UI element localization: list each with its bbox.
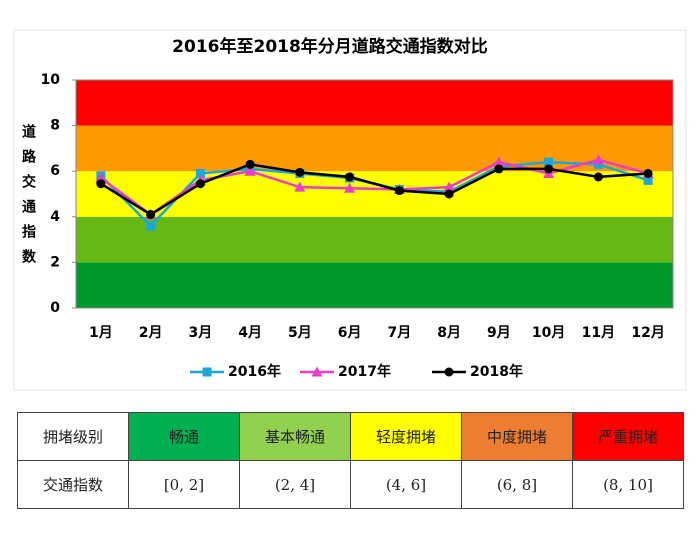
- marker: [95, 172, 107, 183]
- legend-label: 2018年: [470, 363, 523, 380]
- marker: [146, 210, 156, 220]
- marker: [345, 172, 355, 182]
- marker: [344, 182, 356, 193]
- chart: 2016年至2018年分月道路交通指数对比 道路交通指数 0 2 4 6 8 10 1月 2月…: [13, 29, 687, 391]
- marker: [394, 186, 404, 196]
- table-cell: (2, 4]: [239, 460, 351, 509]
- table-cell: 基本畅通: [239, 412, 351, 461]
- marker: [96, 179, 106, 189]
- marker: [202, 367, 212, 377]
- marker: [443, 181, 455, 192]
- y-axis-label: 道路交通指数: [20, 123, 36, 274]
- x-tick-label: 5月: [288, 325, 312, 341]
- level-band: [76, 171, 673, 217]
- marker: [593, 172, 603, 182]
- table-cell: (4, 6]: [350, 460, 462, 509]
- x-tick-label: 11月: [582, 325, 615, 341]
- marker: [146, 221, 156, 231]
- marker: [195, 179, 205, 189]
- level-band: [76, 216, 673, 263]
- y-tick-label: 6: [50, 163, 60, 179]
- table-cell: 严重拥堵: [572, 412, 684, 461]
- marker: [592, 154, 604, 165]
- legend-label: 2016年: [228, 363, 281, 380]
- x-tick-label: 8月: [437, 325, 461, 341]
- x-tick-label: 2月: [139, 325, 163, 341]
- y-tick-label: 8: [50, 118, 60, 134]
- plot-border: [75, 79, 674, 309]
- legend-label: 2017年: [338, 363, 391, 380]
- series-line: [100, 163, 649, 216]
- marker: [295, 167, 305, 177]
- x-tick-label: 7月: [388, 325, 412, 341]
- x-tick-label: 12月: [631, 325, 664, 341]
- y-tick-label: 0: [50, 300, 60, 316]
- level-band: [76, 80, 673, 126]
- marker: [195, 168, 205, 178]
- x-tick-label: 1月: [89, 325, 113, 341]
- marker: [643, 175, 653, 185]
- x-tick-label: 10月: [532, 325, 565, 341]
- table-cell: 轻度拥堵: [350, 412, 462, 461]
- marker: [593, 159, 603, 169]
- marker: [444, 189, 454, 199]
- x-tick-label: 9月: [487, 325, 511, 341]
- table-cell: (8, 10]: [572, 460, 684, 509]
- marker: [544, 157, 554, 167]
- level-band: [76, 262, 673, 308]
- x-tick-label: 4月: [238, 325, 262, 341]
- table-cell: 畅通: [128, 412, 240, 461]
- y-tick-label: 10: [41, 72, 61, 88]
- table-cell: [0, 2]: [128, 460, 240, 509]
- marker: [494, 164, 504, 174]
- table-cell: 中度拥堵: [461, 412, 573, 461]
- y-tick-label: 4: [50, 209, 60, 225]
- y-tick-label: 2: [50, 254, 60, 270]
- legend-table: 拥堵级别 畅通 基本畅通 轻度拥堵 中度拥堵 严重拥堵 交通指数 [0, 2] (2, 4] (4…: [17, 412, 684, 509]
- x-tick-label: 3月: [189, 325, 213, 341]
- table-cell: 拥堵级别: [17, 412, 129, 461]
- table-row: 拥堵级别 畅通 基本畅通 轻度拥堵 中度拥堵 严重拥堵: [17, 412, 684, 461]
- table-cell: 交通指数: [17, 460, 129, 509]
- marker: [444, 367, 454, 377]
- table-row: 交通指数 [0, 2] (2, 4] (4, 6] (6, 8] (8, 10]: [17, 460, 684, 509]
- marker: [245, 159, 255, 169]
- marker: [643, 168, 653, 178]
- marker: [311, 366, 323, 377]
- chart-title: 2016年至2018年分月道路交通指数对比: [172, 36, 488, 57]
- marker: [244, 165, 256, 176]
- marker: [294, 181, 306, 192]
- marker: [493, 156, 505, 167]
- x-tick-label: 6月: [338, 325, 362, 341]
- table-cell: (6, 8]: [461, 460, 573, 509]
- marker: [544, 164, 554, 174]
